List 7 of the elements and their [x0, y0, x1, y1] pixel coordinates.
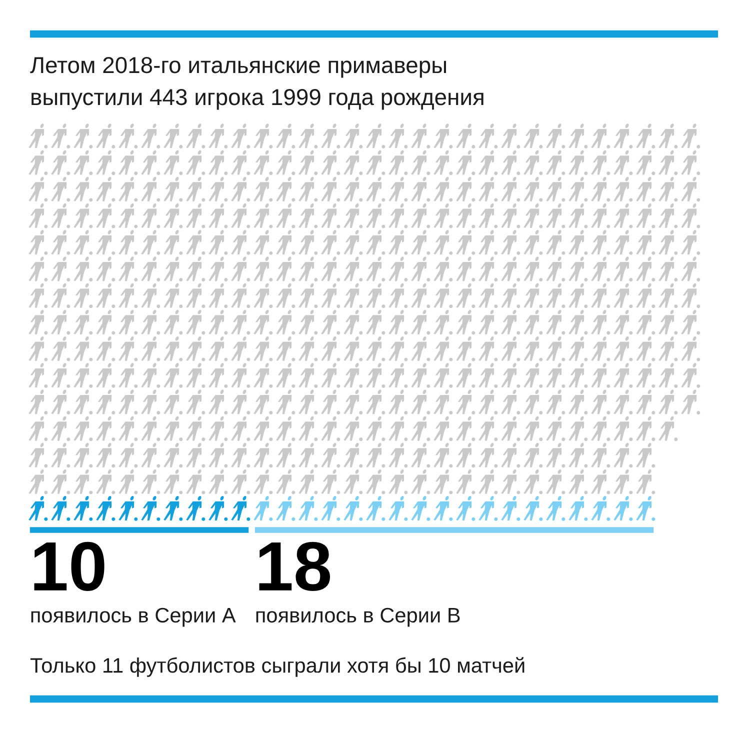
category-label: появилось в Серии А	[31, 608, 236, 627]
text: Только 11 футболистов сыграли хотя бы 10 матчей	[30, 657, 524, 677]
data-label: 10	[34, 542, 104, 592]
category-label: появилось в Серии В	[256, 608, 460, 627]
data-label: 18	[259, 542, 330, 592]
text: Летом 2018-го итальянские примаверы	[30, 57, 446, 78]
data-label: выпустили 443 игрока 1999 года рождения	[32, 89, 484, 110]
